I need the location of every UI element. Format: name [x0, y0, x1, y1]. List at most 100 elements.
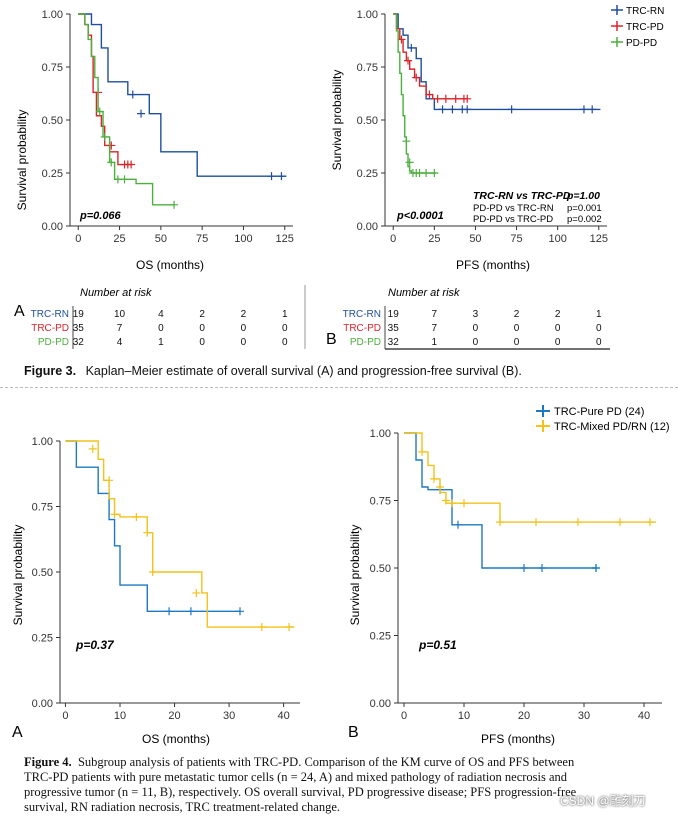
fig3a-xtick-label-1: 25 [113, 233, 125, 245]
fig4-caption-line4: survival, RN radiation necrosis, TRC tre… [24, 800, 340, 814]
fig3a-series-2-line [78, 13, 175, 206]
fig3-legend-trc-pd: TRC-PD [626, 22, 664, 33]
fig3a-ytick-label-1: 0.25 [42, 168, 63, 180]
fig3-caption-text: Kaplan–Meier estimate of overall surviva… [86, 364, 522, 378]
fig4b-series-0-line [404, 432, 596, 569]
fig3a-risk-values: 19 10 4 2 2 135 7 0 0 0 032 4 1 0 0 0 [73, 309, 288, 348]
fig3b-series-2-censor-6 [430, 169, 439, 177]
fig3b-risk-label-pd-pd: PD-PD [350, 337, 381, 348]
fig3a-series-0-censor-0 [128, 90, 137, 99]
fig4b-panel-letter: B [348, 724, 359, 741]
fig3b-risk-r1-c2: 0 [473, 323, 479, 334]
fig3b-series-1-censor-4 [433, 94, 442, 103]
fig3a-ytick-label-4: 1.00 [42, 9, 63, 21]
fig4a-ylabel: Survival probability [11, 525, 25, 626]
fig4b-pvalue: p=0.51 [418, 638, 457, 652]
fig3b-xtick-label-2: 50 [469, 233, 481, 245]
fig4a-series-0-censor-0 [165, 607, 174, 616]
fig3a-risk-r0-c2: 4 [158, 309, 164, 320]
fig3-legend-pd-pd: PD-PD [626, 38, 657, 49]
fig3b-series-0-censor-5 [507, 105, 516, 114]
fig4a-series-1-censor-1 [105, 476, 114, 485]
fig3b-risk-r1-c0: 35 [388, 323, 400, 334]
fig3a-xtick-label-3: 75 [196, 233, 208, 245]
fig3b-comparison-row1-label: PD-PD vs TRC-RN [473, 203, 554, 214]
fig4b-series-1-censor-2 [436, 483, 444, 491]
fig4b-xtick-label-1: 10 [458, 710, 470, 722]
fig3a-series-1-line [78, 13, 133, 166]
fig4b-ytick-label-0: 0.00 [370, 698, 391, 710]
fig3a-risk-r0-c3: 2 [199, 309, 205, 320]
fig3b-series-0-censor-4 [463, 105, 472, 114]
fig3b-risk-r2-c5: 0 [596, 337, 602, 348]
fig3b-xlabel: PFS (months) [456, 258, 530, 272]
fig3a-risk-r1-c0: 35 [73, 323, 85, 334]
fig4b-plot: Survival probability PFS (months) p=0.51… [348, 428, 662, 746]
fig3b-ylabel: Survival probability [330, 70, 344, 171]
fig3a-plot: Survival probability OS (months) p=0.066… [15, 9, 294, 272]
fig3b-risk-label-trc-rn: TRC-RN [343, 309, 381, 320]
fig4-caption-line3: progressive tumor (n = 11, B), respectiv… [24, 785, 577, 799]
fig3b-risk-r0-c2: 3 [473, 309, 479, 320]
fig3b-ytick-label-2: 0.50 [357, 115, 378, 127]
fig3a-risk-r2-c1: 4 [117, 337, 123, 348]
fig4b-xtick-label-4: 40 [638, 710, 650, 722]
fig3b-risk-r2-c4: 0 [555, 337, 561, 348]
fig4b-series-0-censor-3 [538, 564, 546, 572]
fig3b-risk-r1-c4: 0 [555, 323, 561, 334]
fig4-caption-label: Figure 4. [24, 755, 72, 769]
fig4a-series-1-censor-4 [143, 528, 152, 537]
fig3b-plot: Survival probability PFS (months) p<0.00… [330, 9, 608, 272]
fig4a-ytick-label-2: 0.50 [32, 567, 53, 579]
fig3b-series-0-censor-0 [407, 43, 416, 52]
fig4b-series-1-line [404, 432, 656, 523]
fig3a-xtick-label-5: 125 [276, 233, 294, 245]
fig3b-series-2-line [393, 13, 436, 174]
fig4a-series-1-line [65, 440, 295, 628]
fig3b-comparison-row1-p: p=0.001 [567, 203, 602, 214]
fig4b-ytick-label-2: 0.50 [370, 563, 391, 575]
fig4a-plot: Survival probability OS (months) p=0.37 … [11, 436, 300, 746]
fig4b-series-0-censor-2 [520, 564, 528, 572]
fig3b-comparison-row2-p: p=0.002 [567, 214, 602, 225]
fig3b-series-0-censor-6 [579, 105, 588, 114]
fig4-caption-line1-wrap: Figure 4. Subgroup analysis of patients … [24, 755, 664, 770]
fig3b-risk-r0-c4: 2 [555, 309, 561, 320]
fig4b-series-1-censor-3 [442, 496, 450, 505]
fig3a-risk-title: Number at risk [80, 287, 152, 299]
fig3a-risk-r1-c2: 0 [158, 323, 164, 334]
fig3a-ytick-label-2: 0.50 [42, 115, 63, 127]
fig3b-xtick-label-1: 25 [428, 233, 440, 245]
fig4-caption-line1: Subgroup analysis of patients with TRC-P… [77, 755, 575, 769]
fig3b-risk-table: Number at risk B TRC-RN TRC-PD PD-PD 19 7… [304, 285, 610, 350]
fig4b-series-1-censor-10 [646, 518, 654, 527]
fig3b-risk-r1-c1: 7 [432, 323, 438, 334]
fig4-legend: TRC-Pure PD (24) TRC-Mixed PD/RN (12) [536, 405, 670, 433]
fig4a-series-0-censor-1 [186, 607, 195, 616]
fig4a-series-1-censor-5 [148, 568, 157, 576]
fig4a-ytick-label-0: 0.00 [32, 698, 53, 710]
fig3b-risk-r2-c3: 0 [514, 337, 520, 348]
fig3a-ytick-label-3: 0.75 [42, 62, 63, 74]
fig4b-series-1-censor-1 [430, 474, 438, 483]
fig3a-ylabel: Survival probability [15, 110, 29, 211]
fig4a-ytick-label-3: 0.75 [32, 502, 53, 514]
fig3a-risk-label-pd-pd: PD-PD [38, 337, 69, 348]
fig3a-panel-letter: A [14, 303, 25, 320]
fig3b-ytick-label-0: 0.00 [357, 221, 378, 233]
figure-separator [0, 387, 678, 388]
fig3a-risk-r1-c4: 0 [241, 323, 247, 334]
fig4b-series-0-censor-end-0 [592, 564, 600, 572]
fig4a-panel-letter: A [12, 724, 23, 741]
fig3a-xtick-label-2: 50 [155, 233, 167, 245]
fig3-legend-trc-rn: TRC-RN [626, 6, 664, 17]
fig3b-risk-r0-c3: 2 [514, 309, 520, 320]
fig3b-risk-r2-c1: 1 [432, 337, 438, 348]
fig4-caption: Figure 4. Subgroup analysis of patients … [24, 755, 664, 815]
fig3b-series-2-censor-5 [422, 169, 431, 177]
fig3a-risk-r0-c4: 2 [241, 309, 247, 320]
fig3b-series-1-censor-5 [441, 94, 450, 103]
fig3b-panel-letter: B [326, 331, 337, 348]
fig3a-series-2-censor-2 [107, 158, 116, 167]
fig3b-comparison-title: TRC-RN vs TRC-PD [473, 190, 571, 202]
